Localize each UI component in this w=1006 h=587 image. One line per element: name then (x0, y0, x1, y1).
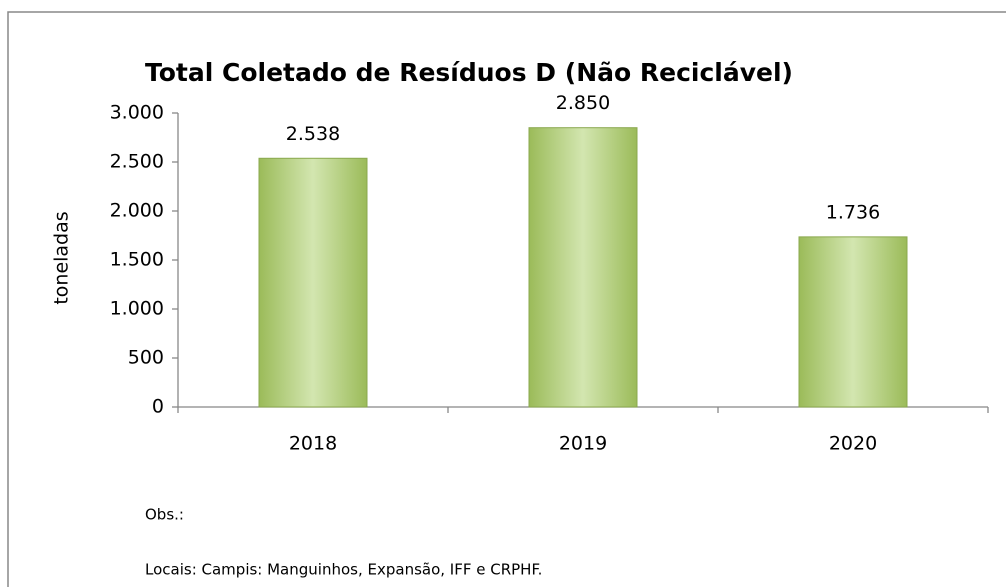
y-tick-label: 2.500 (110, 151, 164, 173)
bar (528, 127, 638, 408)
note: Locais: Campis: Manguinhos, Expansão, IF… (145, 561, 542, 579)
bar (798, 236, 908, 408)
x-tick-label: 2019 (559, 433, 607, 455)
y-tick-label: 0 (152, 396, 164, 418)
y-axis-label: toneladas (51, 211, 73, 304)
x-tick-label: 2018 (289, 433, 337, 455)
data-label: 2.850 (556, 92, 610, 114)
y-tick-label: 500 (128, 347, 164, 369)
y-tick-label: 1.000 (110, 298, 164, 320)
bar (258, 157, 368, 408)
x-tick-label: 2020 (829, 433, 877, 455)
data-label: 1.736 (826, 201, 880, 223)
y-tick-label: 2.000 (110, 200, 164, 222)
note: Obs.: (145, 506, 184, 524)
chart-title: Total Coletado de Resíduos D (Não Recicl… (145, 58, 793, 87)
data-label: 2.538 (286, 123, 340, 145)
y-tick-label: 1.500 (110, 249, 164, 271)
y-tick-label: 3.000 (110, 102, 164, 124)
